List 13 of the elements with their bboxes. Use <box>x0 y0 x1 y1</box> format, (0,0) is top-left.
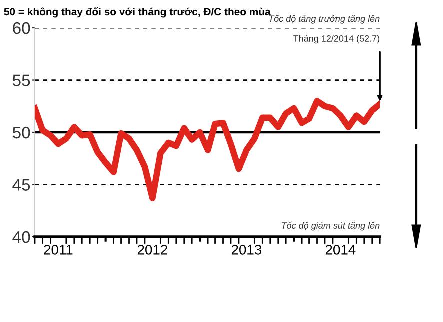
y-tick-label: 40 <box>12 231 30 244</box>
x-tick-label: 2012 <box>138 245 168 255</box>
x-tick-label: 2014 <box>326 245 356 255</box>
chart-title: 50 = không thay đổi so với tháng trước, Đ/C theo mùa <box>4 7 271 18</box>
text: Tốc độ tăng trưởng tăng lên <box>269 15 380 24</box>
annotation: Tháng 12/2014 (52.7) <box>293 35 380 44</box>
y-tick-label: 60 <box>13 22 30 34</box>
x-tick-label: 2011 <box>44 245 73 255</box>
y-tick-label: 45 <box>12 179 30 191</box>
x-tick-label: 2013 <box>232 245 262 255</box>
annotation: Tốc độ giảm sút tăng lên <box>282 222 380 231</box>
y-tick-label: 50 <box>12 126 30 139</box>
y-tick-label: 55 <box>12 74 30 86</box>
